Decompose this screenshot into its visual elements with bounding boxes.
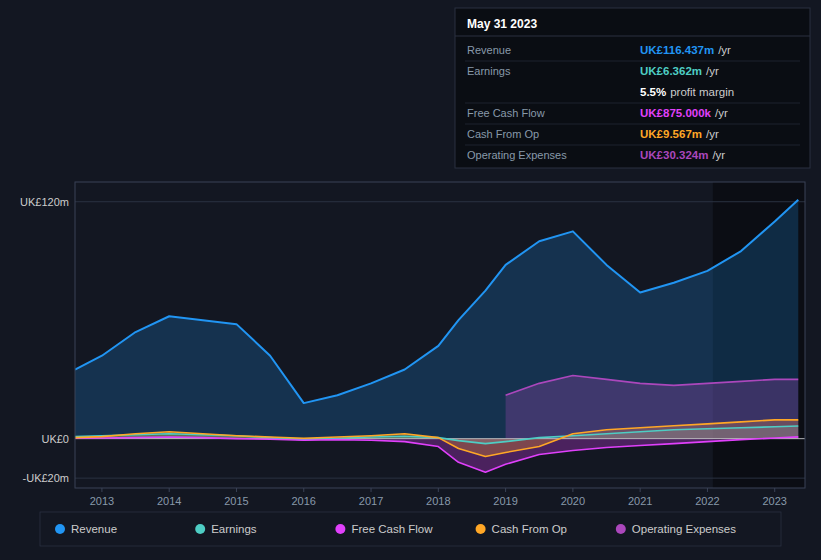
x-tick bbox=[438, 488, 439, 492]
x-tick bbox=[169, 488, 170, 492]
area-fill bbox=[75, 200, 798, 439]
series-line bbox=[506, 375, 799, 395]
info-value-line: UK£116.437m/yr bbox=[640, 44, 731, 56]
x-tick-label: 2013 bbox=[90, 495, 114, 507]
background bbox=[0, 0, 821, 560]
info-title: May 31 2023 bbox=[467, 17, 537, 31]
grid-line bbox=[75, 478, 805, 479]
info-box: May 31 2023 Revenue UK£116.437m/yr Earnings… bbox=[455, 8, 810, 168]
info-label: Cash From Op bbox=[467, 128, 539, 140]
info-value-line: UK£6.362m/yr bbox=[640, 65, 719, 77]
legend-swatch bbox=[55, 524, 65, 534]
info-divider bbox=[455, 36, 810, 37]
legend: Revenue Earnings Free Cash Flow Cash From O… bbox=[40, 512, 781, 546]
legend-swatch bbox=[616, 524, 626, 534]
info-label: Earnings bbox=[467, 65, 511, 77]
legend-label: Operating Expenses bbox=[632, 523, 736, 535]
info-suffix: /yr bbox=[715, 107, 728, 119]
x-tick-label: 2015 bbox=[224, 495, 248, 507]
info-suffix: profit margin bbox=[670, 86, 734, 98]
info-value-line: UK£9.567m/yr bbox=[640, 128, 719, 140]
legend-label: Cash From Op bbox=[492, 523, 567, 535]
info-value-line: UK£875.000k/yr bbox=[640, 107, 728, 119]
info-value: UK£875.000k bbox=[640, 107, 712, 119]
info-suffix: /yr bbox=[706, 65, 719, 77]
legend-swatch bbox=[195, 524, 205, 534]
x-tick bbox=[371, 488, 372, 492]
plot-area bbox=[75, 182, 805, 488]
info-divider bbox=[465, 145, 800, 146]
legend-swatch bbox=[476, 524, 486, 534]
y-tick-label: -UK£20m bbox=[23, 472, 69, 484]
x-tick bbox=[707, 488, 708, 492]
x-tick-label: 2019 bbox=[493, 495, 517, 507]
info-divider bbox=[465, 61, 800, 62]
info-suffix: /yr bbox=[718, 44, 731, 56]
x-tick bbox=[774, 488, 775, 492]
info-value: UK£6.362m bbox=[640, 65, 702, 77]
info-suffix: /yr bbox=[712, 149, 725, 161]
series-line bbox=[75, 437, 798, 472]
x-tick-label: 2018 bbox=[426, 495, 450, 507]
info-value-line: 5.5% profit margin bbox=[640, 86, 734, 98]
y-tick-label: UK£120m bbox=[20, 196, 69, 208]
x-tick-label: 2016 bbox=[292, 495, 316, 507]
info-value: UK£9.567m bbox=[640, 128, 702, 140]
legend-label: Revenue bbox=[71, 523, 117, 535]
x-tick-label: 2017 bbox=[359, 495, 383, 507]
area-fill bbox=[506, 375, 799, 438]
y-tick-label: UK£0 bbox=[41, 433, 69, 445]
info-box-frame bbox=[455, 8, 810, 168]
info-label: Revenue bbox=[467, 44, 511, 56]
info-divider bbox=[465, 103, 800, 104]
x-tick-label: 2014 bbox=[157, 495, 181, 507]
x-tick bbox=[505, 488, 506, 492]
plot-frame bbox=[75, 182, 805, 488]
grid-line bbox=[75, 201, 805, 202]
x-tick bbox=[101, 488, 102, 492]
info-suffix: /yr bbox=[706, 128, 719, 140]
info-divider bbox=[465, 124, 800, 125]
series-line bbox=[75, 420, 798, 457]
x-tick bbox=[640, 488, 641, 492]
area-fill bbox=[75, 437, 798, 472]
x-tick bbox=[572, 488, 573, 492]
legend-swatch bbox=[335, 524, 345, 534]
info-value-line: UK£30.324m/yr bbox=[640, 149, 725, 161]
info-label: Operating Expenses bbox=[467, 149, 567, 161]
x-tick-label: 2021 bbox=[628, 495, 652, 507]
x-tick-label: 2020 bbox=[561, 495, 585, 507]
legend-frame bbox=[40, 512, 781, 546]
x-tick bbox=[236, 488, 237, 492]
info-value: UK£116.437m bbox=[640, 44, 714, 56]
series-line bbox=[75, 200, 798, 403]
legend-label: Earnings bbox=[211, 523, 257, 535]
info-label: Free Cash Flow bbox=[467, 107, 545, 119]
info-value: 5.5% bbox=[640, 86, 666, 98]
series-line bbox=[75, 426, 798, 444]
info-value: UK£30.324m bbox=[640, 149, 708, 161]
x-tick bbox=[303, 488, 304, 492]
x-tick-label: 2023 bbox=[762, 495, 786, 507]
x-tick-label: 2022 bbox=[695, 495, 719, 507]
legend-label: Free Cash Flow bbox=[351, 523, 433, 535]
